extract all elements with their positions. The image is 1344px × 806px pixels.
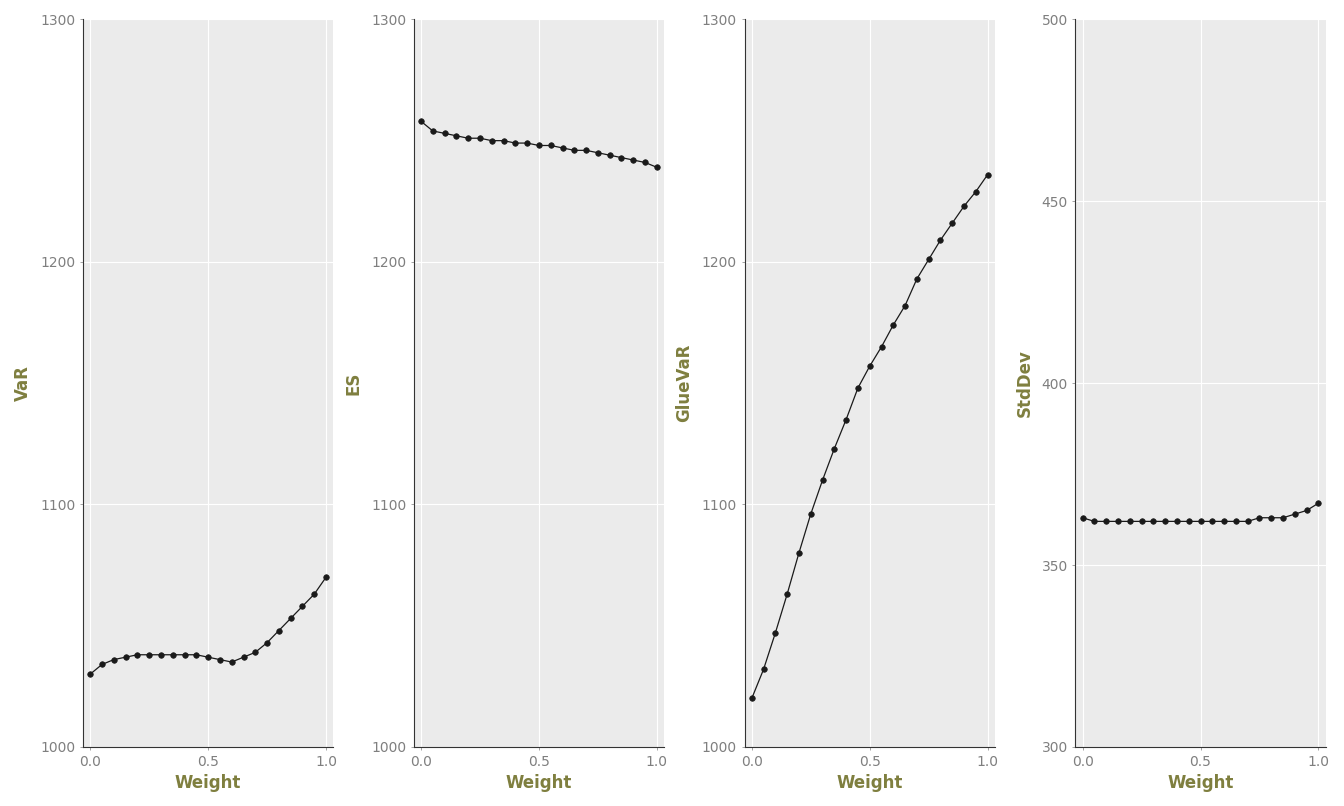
X-axis label: Weight: Weight	[505, 774, 573, 792]
Y-axis label: StdDev: StdDev	[1015, 349, 1034, 417]
Y-axis label: ES: ES	[344, 372, 363, 395]
X-axis label: Weight: Weight	[175, 774, 242, 792]
X-axis label: Weight: Weight	[836, 774, 903, 792]
X-axis label: Weight: Weight	[1168, 774, 1234, 792]
Y-axis label: GlueVaR: GlueVaR	[676, 344, 694, 422]
Y-axis label: VaR: VaR	[13, 365, 32, 401]
